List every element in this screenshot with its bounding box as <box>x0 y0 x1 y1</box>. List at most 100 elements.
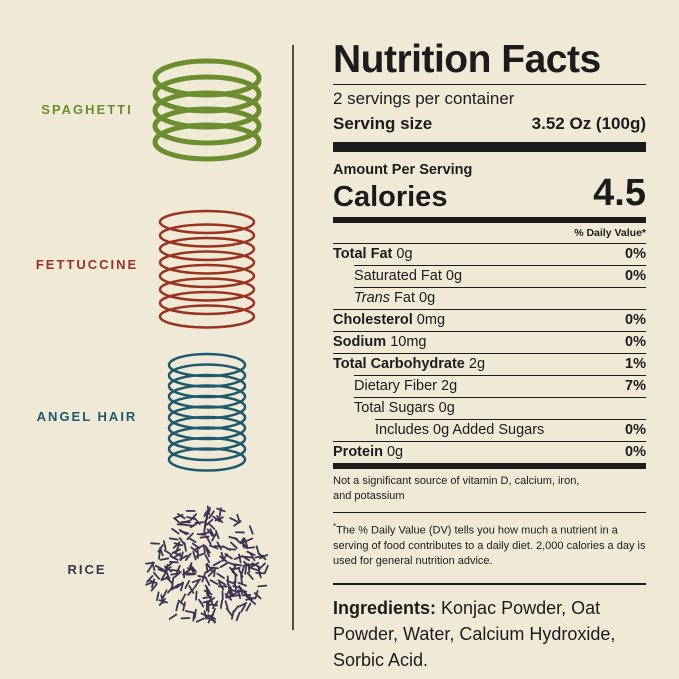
footnote-mark: * <box>333 522 337 531</box>
rice-grain <box>196 533 207 536</box>
nutrient-row: Total Carbohydrate 2g 1% <box>333 353 646 375</box>
rice-grain <box>221 553 229 562</box>
nutrient-dv: 0% <box>625 422 646 438</box>
rice-grain <box>240 604 247 613</box>
nutrient-dv: 1% <box>625 356 646 372</box>
rice-grain <box>205 563 209 574</box>
rice-grain <box>186 532 194 541</box>
rice-grain <box>179 554 188 561</box>
coil-loop <box>152 106 262 146</box>
rice-grain <box>204 506 212 515</box>
rice-grain <box>175 564 181 575</box>
rice-grain <box>186 572 197 576</box>
nutrition-label: Nutrition Facts 2 servings per container… <box>333 38 646 673</box>
rice-grain <box>229 517 239 523</box>
nutrient-name: Total Fat <box>333 246 393 262</box>
serving-size: 3.52 Oz (100g) <box>531 114 646 133</box>
rice-grain <box>212 560 222 567</box>
rice-grain <box>219 599 224 609</box>
calories-row: Calories 4.5 <box>333 173 646 215</box>
rice-grain <box>235 611 241 622</box>
coil-loop <box>167 447 247 472</box>
rice-grain <box>230 567 241 571</box>
rice-grain <box>258 553 267 561</box>
rice-grain <box>186 516 196 520</box>
rice-grain <box>198 598 205 608</box>
rice-grain <box>237 581 247 587</box>
nutrient-amount: 0g <box>386 444 404 460</box>
rice-grain <box>168 613 178 620</box>
rice-grain <box>205 547 210 558</box>
nutrient-dv: 0% <box>625 246 646 262</box>
rice-grain <box>195 552 205 558</box>
rice-grain <box>195 590 198 601</box>
rice-grain <box>237 589 248 593</box>
footnote-text: The % Daily Value (DV) tells you how muc… <box>333 524 646 567</box>
rice-grain <box>175 601 180 612</box>
rice-grain <box>184 610 195 614</box>
rice-grain <box>177 513 186 520</box>
rice-grain <box>225 607 233 617</box>
amount-per-serving: Amount Per Serving <box>333 162 473 178</box>
rice-grain <box>211 532 217 542</box>
coil-loop <box>158 263 256 289</box>
rice-grain <box>171 583 180 591</box>
rice-grain <box>207 593 213 603</box>
rice-grain <box>246 571 254 580</box>
rice-grain <box>257 584 268 588</box>
rice-grain <box>184 552 192 561</box>
coils <box>152 58 262 472</box>
serving-size-label: Serving size <box>333 114 433 133</box>
rice-grain <box>182 601 186 612</box>
rice-grain <box>227 561 237 567</box>
rice-grain <box>218 581 225 591</box>
rice-grain <box>160 594 165 604</box>
rice-grain <box>233 520 242 527</box>
thick-rule <box>333 463 646 469</box>
pasta-label: RICE <box>67 562 107 577</box>
rice-grain <box>187 537 197 543</box>
coil-loop <box>158 209 256 235</box>
rice-grain <box>178 529 188 536</box>
rice-grain <box>193 580 200 589</box>
thick-rule <box>333 142 646 152</box>
rice-grain <box>212 515 221 523</box>
ingredients: Ingredients: Konjac Powder, Oat Powder, … <box>333 595 646 673</box>
rice-grain <box>206 528 214 537</box>
rice-grain <box>245 546 256 549</box>
rice-grain <box>253 592 262 600</box>
rice-grain <box>229 586 234 596</box>
rice-grain <box>168 537 179 541</box>
rice-grain <box>167 585 174 594</box>
nutrient-row: Total Fat 0g 0% <box>333 243 646 265</box>
nutrient-row: Protein 0g 0% <box>333 441 646 463</box>
rice-grain <box>205 518 214 526</box>
rice-grain <box>203 509 211 517</box>
rice-grain <box>157 568 167 574</box>
pasta-label: SPAGHETTI <box>41 102 133 117</box>
nutrient-name: Protein <box>333 444 383 460</box>
rice-grain <box>152 571 161 580</box>
rice-grain <box>209 544 219 550</box>
rice-grain <box>230 541 238 549</box>
nutrient-name: Fat 0g <box>394 290 436 306</box>
rice-grain <box>173 517 182 525</box>
nutrient-dv: 0% <box>625 312 646 328</box>
coil-loop <box>158 250 256 275</box>
rice-grain <box>240 564 245 575</box>
rice-grain <box>249 566 259 572</box>
rice-grain <box>209 528 215 538</box>
rice-grain <box>240 574 243 585</box>
rice-grain <box>230 568 238 577</box>
rice-grain <box>225 588 231 598</box>
rice-grain <box>203 589 213 596</box>
rice-grain <box>202 544 206 554</box>
medium-rule <box>333 217 646 223</box>
rice-grain <box>245 602 252 612</box>
rice-grain <box>177 599 186 607</box>
rice-grain <box>207 614 213 624</box>
rice-grain <box>145 561 156 565</box>
rice-grain <box>171 527 180 535</box>
rice-grain <box>191 578 202 584</box>
